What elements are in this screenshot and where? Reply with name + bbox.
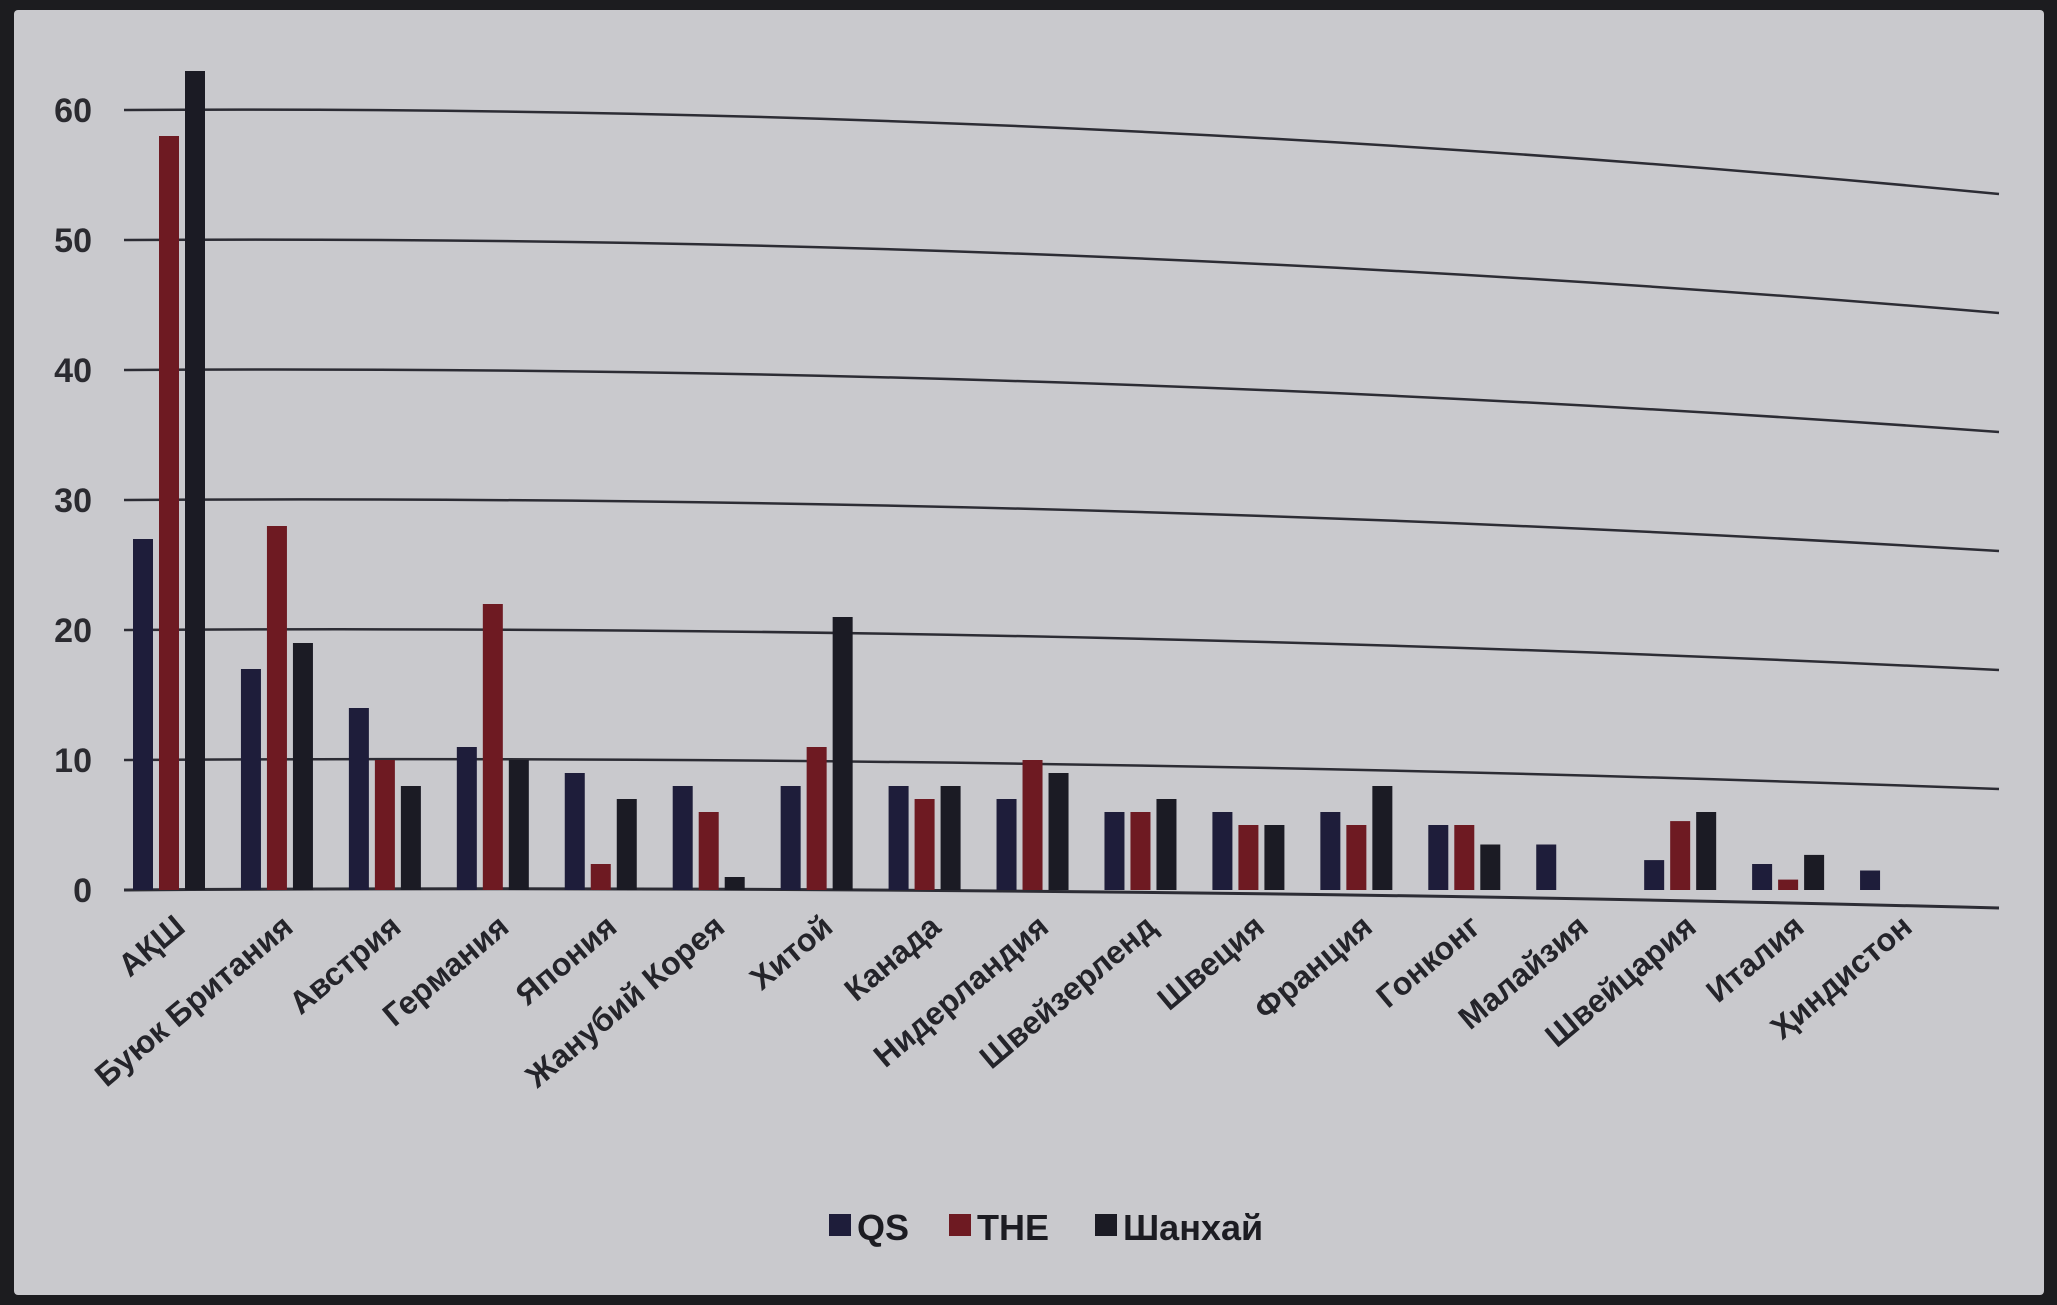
legend-label: QS [857, 1207, 909, 1248]
y-tick-label: 30 [54, 482, 92, 520]
bar-qs [1752, 864, 1773, 890]
bar-qs [348, 708, 369, 890]
bar-qs [996, 799, 1017, 890]
x-tick-label: Франция [1247, 908, 1379, 1027]
bar-шанхай [292, 643, 313, 890]
bar-qs [672, 786, 693, 890]
gridlines [123, 108, 2000, 910]
bar-qs [780, 786, 801, 890]
chart-frame: 0 10 20 30 40 50 60 АҚШ Буюк Британия Австрия Гер… [14, 10, 2044, 1295]
gridline [123, 887, 2000, 910]
bar-qs [133, 539, 153, 890]
bar-шанхай [1804, 854, 1825, 890]
bar-шанхай [940, 786, 961, 890]
bar-qs [240, 669, 261, 890]
bar-шанхай [1264, 825, 1285, 890]
bar-the [1670, 821, 1691, 890]
bar-qs [1428, 825, 1449, 890]
bar-шанхай [1156, 799, 1177, 890]
legend-label: THE [977, 1207, 1049, 1248]
legend: QS THE Шанхай [829, 1207, 1263, 1248]
bar-qs [1536, 844, 1557, 890]
bar-the [806, 747, 827, 890]
bar-the [1454, 825, 1475, 890]
bar-the [914, 799, 935, 890]
y-tick-label: 50 [54, 222, 92, 260]
y-axis-ticks: 0 10 20 30 40 50 60 [54, 92, 92, 910]
bar-the [590, 864, 611, 890]
bar-the [266, 526, 287, 890]
bar-the [1238, 825, 1259, 890]
bar-шанхай [1372, 786, 1393, 890]
bar-the [1130, 812, 1151, 890]
bar-the [698, 812, 719, 890]
bar-шанхай [400, 786, 421, 890]
y-tick-label: 40 [54, 352, 92, 390]
x-tick-label: АҚШ [111, 908, 191, 984]
legend-swatch [1095, 1214, 1117, 1236]
bar-qs [456, 747, 477, 890]
bar-the [1022, 760, 1043, 890]
x-tick-label: Буюк Британия [88, 908, 300, 1094]
bar-the [1346, 825, 1367, 890]
gridline [123, 757, 2000, 791]
y-tick-label: 0 [73, 872, 92, 910]
bar-шанхай [1480, 844, 1501, 890]
bar-шанхай [616, 799, 637, 890]
bar-шанхай [185, 71, 205, 890]
gridline [123, 368, 2000, 434]
bar-qs [1212, 812, 1233, 890]
bar-qs [1320, 812, 1341, 890]
bar-the [482, 604, 503, 890]
bar-qs [1104, 812, 1125, 890]
bar-qs [888, 786, 909, 890]
gridline [123, 628, 2000, 672]
y-tick-label: 60 [54, 92, 92, 130]
bar-шанхай [508, 760, 529, 890]
legend-label: Шанхай [1123, 1207, 1263, 1248]
gridline [123, 238, 2000, 315]
bar-шанхай [1048, 773, 1069, 890]
x-tick-label: Жанубий Корея [518, 908, 731, 1095]
bars [133, 71, 1881, 890]
legend-swatch [829, 1214, 851, 1236]
bar-qs [1860, 870, 1881, 890]
bar-qs [564, 773, 585, 890]
bar-шанхай [832, 617, 853, 890]
bar-qs [1644, 860, 1665, 890]
bar-the [159, 136, 179, 890]
bar-шанхай [724, 877, 745, 890]
bar-the [1778, 879, 1799, 890]
y-tick-label: 20 [54, 612, 92, 650]
gridline [123, 108, 2000, 196]
y-tick-label: 10 [54, 742, 92, 780]
bar-шанхай [1696, 812, 1717, 890]
x-tick-label: Хитой [743, 908, 839, 997]
bar-the [374, 760, 395, 890]
legend-swatch [949, 1214, 971, 1236]
gridline [123, 498, 2000, 553]
